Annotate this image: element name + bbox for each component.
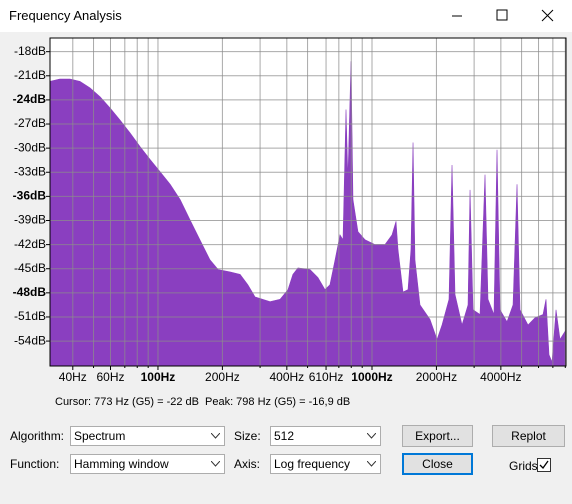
y-tick-label: -27dB	[14, 116, 46, 130]
y-tick-label: -30dB	[14, 140, 46, 154]
y-tick-label: -21dB	[14, 68, 46, 82]
algorithm-value: Spectrum	[74, 429, 126, 443]
x-tick-label: 200Hz	[205, 370, 240, 384]
x-tick-label: 1000Hz	[351, 370, 392, 384]
y-tick-label: -51dB	[14, 309, 46, 323]
chevron	[211, 433, 220, 439]
function-value: Hamming window	[74, 457, 169, 471]
y-tick-label: -36dB	[13, 189, 47, 203]
x-tick-label: 610Hz	[309, 370, 344, 384]
export-button[interactable]: Export...	[402, 425, 473, 447]
size-label: Size:	[234, 429, 261, 443]
y-tick-label: -18dB	[14, 44, 46, 58]
maximize[interactable]	[496, 9, 508, 21]
grids-label: Grids	[509, 459, 538, 473]
y-tick-label: -33dB	[14, 164, 46, 178]
x-tick-label: 40Hz	[59, 370, 87, 384]
title-bar: Frequency Analysis	[0, 0, 572, 32]
cursor-readout: Cursor: 773 Hz (G5) = -22 dB	[55, 396, 199, 408]
algorithm-select[interactable]: Spectrum	[70, 426, 225, 446]
function-select[interactable]: Hamming window	[70, 454, 225, 474]
chevron	[367, 433, 376, 439]
checkmark	[539, 460, 549, 470]
size-select[interactable]: 512	[270, 426, 381, 446]
replot-button[interactable]: Replot	[492, 425, 565, 447]
close-button[interactable]: Close	[402, 453, 473, 475]
function-label: Function:	[10, 457, 60, 471]
x-tick-label: 4000Hz	[480, 370, 521, 384]
chart: -18dB -21dB -24dB -27dB -30dB -33dB -36dB -39dB…	[13, 37, 567, 384]
plot-border	[49, 37, 567, 367]
x-tick-label: 2000Hz	[416, 370, 457, 384]
y-tick-label: -48dB	[13, 285, 47, 299]
axis-select[interactable]: Log frequency	[270, 454, 381, 474]
window-buttons	[452, 9, 554, 22]
y-tick-label: -24dB	[13, 92, 47, 106]
y-tick-label: -54dB	[14, 333, 46, 347]
algorithm-label: Algorithm:	[10, 429, 65, 443]
y-tick-label: -42dB	[14, 237, 46, 251]
chevron	[211, 461, 220, 467]
peak-readout: Peak: 798 Hz (G5) = -16,9 dB	[205, 396, 351, 408]
chevron	[367, 461, 376, 467]
axis-label: Axis:	[234, 457, 261, 471]
x-tick-label: 100Hz	[141, 370, 176, 384]
y-tick-label: -39dB	[14, 213, 46, 227]
x-tick-label: 60Hz	[96, 370, 124, 384]
grids-checkbox[interactable]	[537, 458, 551, 472]
x-tick-label: 400Hz	[269, 370, 304, 384]
axis-value: Log frequency	[274, 457, 351, 471]
y-tick-label: -45dB	[14, 261, 46, 275]
size-value: 512	[274, 429, 295, 443]
close-window[interactable]	[541, 9, 554, 22]
window-title: Frequency Analysis	[9, 8, 122, 23]
checkbox-box	[537, 458, 551, 472]
